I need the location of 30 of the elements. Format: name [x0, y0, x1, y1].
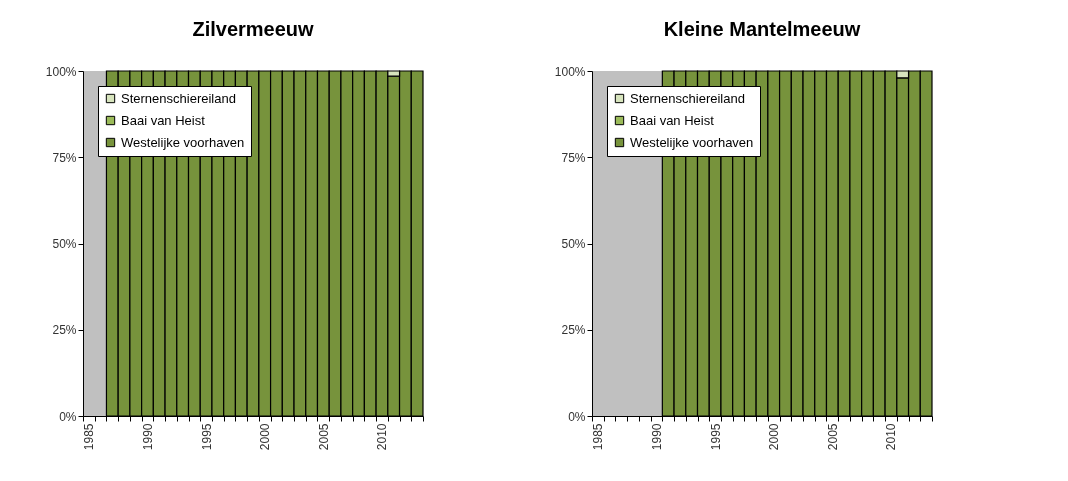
x-tick-label: 2010 [884, 423, 899, 451]
y-tick-label: 50% [561, 237, 586, 251]
x-tick-label: 2010 [375, 423, 390, 451]
x-tick-label: 2000 [258, 423, 273, 451]
y-tick-label: 0% [568, 409, 586, 424]
x-tick-label: 1990 [140, 423, 155, 451]
y-tick-label: 50% [52, 237, 77, 251]
x-tick-label: 2005 [825, 423, 840, 451]
y-tick-label: 25% [52, 323, 77, 338]
legend-label: Westelijke voorhaven [121, 134, 245, 150]
x-tick-label: 1995 [199, 423, 214, 451]
y-tick-label: 75% [561, 150, 586, 165]
x-tick-label: 1985 [591, 423, 606, 451]
y-tick-label: 0% [59, 409, 77, 424]
x-tick-label: 2000 [767, 423, 782, 451]
x-tick-label: 1990 [649, 423, 664, 451]
chart-title: Zilvermeeuw [192, 18, 315, 40]
legend-label: Baai van Heist [121, 112, 206, 128]
x-tick-label: 2005 [316, 423, 331, 451]
x-tick-label: 1985 [82, 423, 97, 451]
legend-label: Westelijke voorhaven [630, 134, 754, 150]
y-tick-label: 75% [52, 150, 77, 165]
y-tick-label: 100% [554, 64, 586, 79]
y-tick-label: 25% [561, 323, 586, 338]
legend-label: Sternenschiereiland [630, 90, 745, 106]
legend-label: Baai van Heist [630, 112, 715, 128]
y-tick-label: 100% [45, 64, 77, 79]
x-tick-label: 1995 [708, 423, 723, 451]
legend-label: Sternenschiereiland [121, 90, 236, 106]
chart-title: Kleine Mantelmeeuw [663, 18, 861, 40]
